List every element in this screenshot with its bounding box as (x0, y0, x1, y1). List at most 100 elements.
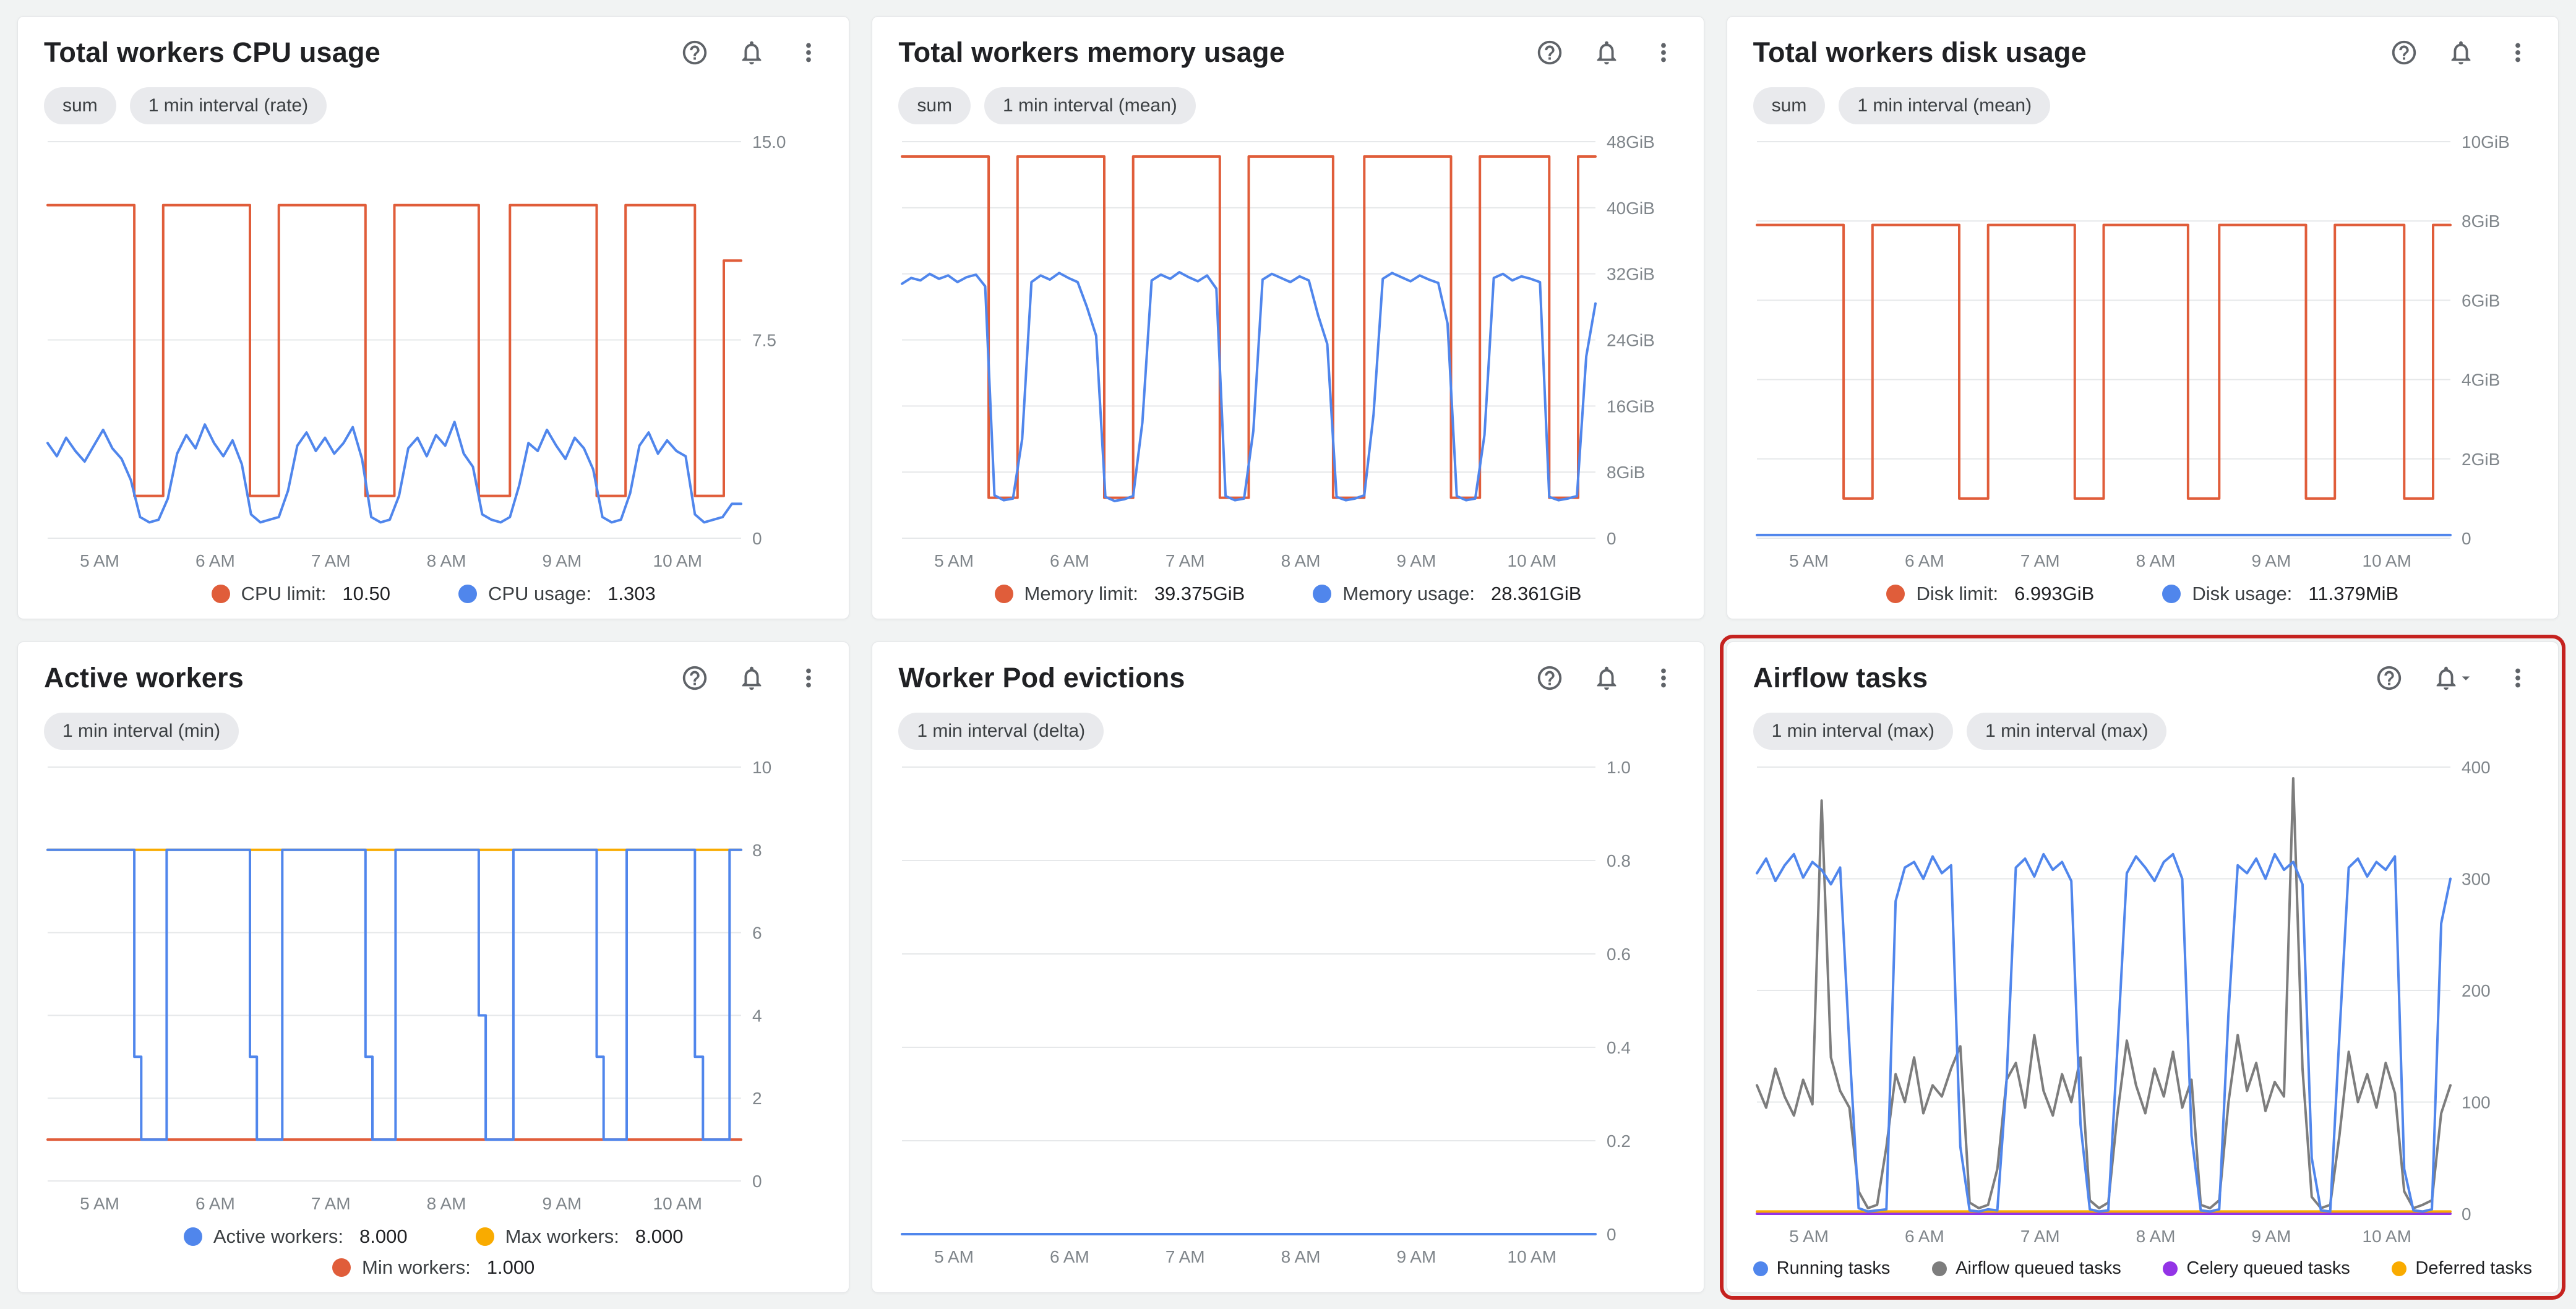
legend-item[interactable]: CPU limit: 10.50 (211, 583, 390, 605)
legend-item[interactable]: CPU usage: 1.303 (458, 583, 656, 605)
aggregation-chip[interactable]: sum (44, 87, 116, 124)
alerting-bell-icon[interactable] (1592, 38, 1621, 67)
active-workers-chart[interactable]: 0 2 4 6 8 10 5 AM 6 AM 7 AM 8 AM 9 AM 10 AM (44, 755, 823, 1222)
x-tick-label: 8 AM (1281, 1247, 1321, 1266)
chart-svg: 0 2GiB 4GiB 6GiB 8GiB 10GiB 5 AM 6 AM 7 AM 8 AM 9 … (1755, 132, 2509, 570)
chip-row: sum 1 min interval (rate) (44, 87, 823, 124)
x-tick-label: 10 AM (2362, 551, 2411, 570)
y-tick-label: 40GiB (1607, 199, 1655, 218)
x-tick-label: 9 AM (543, 551, 582, 570)
series-memory-limit (901, 155, 1597, 499)
more-options-icon[interactable] (2504, 38, 2532, 67)
help-icon[interactable] (1535, 664, 1564, 692)
series-memory-usage (901, 271, 1597, 502)
more-options-icon[interactable] (2504, 664, 2532, 692)
y-tick-label: 6GiB (2462, 291, 2500, 310)
y-tick-label: 200 (2462, 981, 2491, 1000)
chart-legend: Disk limit: 6.993GiB Disk usage: 11.379MiB (1753, 583, 2532, 605)
card-total-workers-cpu-usage: Total workers CPU usage sum 1 min interva… (17, 16, 850, 619)
legend-color-dot (458, 585, 477, 603)
y-tick-label: 1.0 (1607, 758, 1631, 777)
legend-item[interactable]: Memory limit: 39.375GiB (994, 583, 1245, 605)
y-tick-label: 24GiB (1607, 331, 1655, 350)
card-header: Total workers CPU usage (44, 36, 823, 69)
legend-color-dot (1753, 1261, 1768, 1276)
help-icon[interactable] (680, 38, 709, 67)
legend-item[interactable]: Min workers: 1.000 (332, 1256, 535, 1279)
card-airflow-tasks: Airflow tasks 1 min interval (max) 1 min … (1719, 635, 2566, 1300)
series-airflow-queued-tasks (1755, 777, 2452, 1209)
help-icon[interactable] (2390, 38, 2418, 67)
disk-usage-chart[interactable]: 0 2GiB 4GiB 6GiB 8GiB 10GiB 5 AM 6 AM 7 AM 8 AM 9 … (1753, 129, 2532, 579)
card-total-workers-memory-usage: Total workers memory usage sum 1 min inte… (872, 16, 1704, 619)
legend-color-dot (211, 585, 230, 603)
y-tick-label: 16GiB (1607, 397, 1655, 416)
aggregation-chip[interactable]: 1 min interval (rate) (129, 87, 327, 124)
airflow-tasks-chart[interactable]: 0 100 200 300 400 5 AM 6 AM 7 AM 8 AM 9 AM 10 AM (1753, 755, 2532, 1255)
legend-item[interactable]: Deferred tasks (2392, 1258, 2532, 1279)
card-worker-pod-evictions: Worker Pod evictions 1 min interval (del… (872, 642, 1704, 1293)
legend-value: 10.50 (342, 583, 390, 604)
legend-value: 28.361GiB (1490, 583, 1582, 604)
legend-row: Active workers: 8.000 Max workers: 8.000 (44, 1225, 823, 1248)
aggregation-chip[interactable]: 1 min interval (max) (1967, 713, 2167, 750)
help-icon[interactable] (2375, 664, 2403, 692)
memory-usage-chart[interactable]: 0 8GiB 16GiB 24GiB 32GiB 40GiB 48GiB 5 AM 6 AM 7 … (898, 129, 1677, 579)
y-tick-label: 300 (2462, 870, 2491, 889)
alerting-bell-icon[interactable] (2447, 38, 2475, 67)
y-tick-label: 0.8 (1607, 851, 1631, 870)
legend-label: CPU limit: (241, 583, 327, 604)
help-icon[interactable] (1535, 38, 1564, 67)
legend-row: Running tasks Airflow queued tasks Celery … (1753, 1258, 2532, 1279)
legend-item[interactable]: Disk limit: 6.993GiB (1886, 583, 2094, 605)
legend-label: Celery queued tasks (2186, 1258, 2350, 1278)
legend-item[interactable]: Airflow queued tasks (1932, 1258, 2121, 1279)
y-tick-label: 0.6 (1607, 945, 1631, 964)
chip-row: 1 min interval (max) 1 min interval (max) (1753, 713, 2532, 750)
legend-row: Disk limit: 6.993GiB Disk usage: 11.379MiB (1753, 583, 2532, 605)
chip-row: sum 1 min interval (mean) (898, 87, 1677, 124)
legend-value: 8.000 (359, 1225, 408, 1247)
alerting-bell-icon[interactable] (737, 664, 766, 692)
alerting-bell-dropdown[interactable] (2432, 664, 2475, 692)
more-options-icon[interactable] (794, 664, 823, 692)
card-actions (2375, 664, 2532, 692)
x-tick-label: 7 AM (1166, 551, 1205, 570)
chart-svg: 0 8GiB 16GiB 24GiB 32GiB 40GiB 48GiB 5 AM 6 AM 7 … (901, 132, 1655, 570)
help-icon[interactable] (680, 664, 709, 692)
legend-item[interactable]: Disk usage: 11.379MiB (2162, 583, 2398, 605)
legend-item[interactable]: Max workers: 8.000 (475, 1225, 683, 1248)
legend-label: Memory limit: (1024, 583, 1138, 604)
more-options-icon[interactable] (1649, 38, 1678, 67)
x-tick-label: 7 AM (2020, 1227, 2059, 1246)
alerting-bell-icon[interactable] (1592, 664, 1621, 692)
aggregation-chip[interactable]: 1 min interval (mean) (984, 87, 1196, 124)
alerting-bell-icon[interactable] (737, 38, 766, 67)
y-tick-label: 0.2 (1607, 1131, 1631, 1151)
legend-color-dot (994, 585, 1013, 603)
more-options-icon[interactable] (1649, 664, 1678, 692)
aggregation-chip[interactable]: 1 min interval (mean) (1839, 87, 2051, 124)
aggregation-chip[interactable]: sum (1753, 87, 1826, 124)
legend-label: Disk limit: (1916, 583, 1999, 604)
legend-color-dot (1313, 585, 1332, 603)
series-cpu-limit (46, 204, 742, 497)
aggregation-chip[interactable]: sum (898, 87, 971, 124)
legend-color-dot (475, 1227, 494, 1246)
legend-item[interactable]: Running tasks (1753, 1258, 1890, 1279)
y-tick-label: 100 (2462, 1093, 2491, 1112)
aggregation-chip[interactable]: 1 min interval (max) (1753, 713, 1954, 750)
x-tick-label: 7 AM (311, 551, 351, 570)
chip-row: 1 min interval (min) (44, 713, 823, 750)
cpu-usage-chart[interactable]: 0 7.5 15.0 5 AM 6 AM 7 AM 8 AM 9 AM 10 AM (44, 129, 823, 579)
card-title: Active workers (44, 662, 244, 693)
y-tick-label: 8GiB (1607, 463, 1645, 482)
legend-value: 6.993GiB (2014, 583, 2095, 604)
aggregation-chip[interactable]: 1 min interval (delta) (898, 713, 1104, 750)
legend-item[interactable]: Active workers: 8.000 (183, 1225, 408, 1248)
worker-pod-evictions-chart[interactable]: 0 0.2 0.4 0.6 0.8 1.0 5 AM 6 AM 7 AM 8 AM 9 AM 10 A… (898, 755, 1677, 1275)
legend-item[interactable]: Memory usage: 28.361GiB (1313, 583, 1581, 605)
legend-item[interactable]: Celery queued tasks (2163, 1258, 2350, 1279)
aggregation-chip[interactable]: 1 min interval (min) (44, 713, 239, 750)
more-options-icon[interactable] (794, 38, 823, 67)
